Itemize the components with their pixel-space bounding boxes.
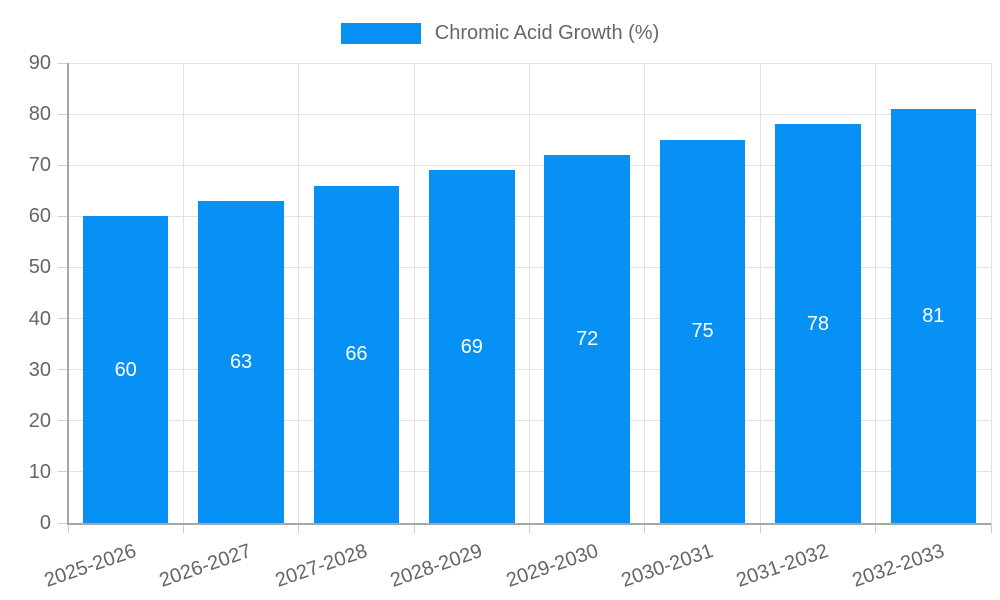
x-gridline — [875, 63, 877, 523]
y-axis-tick — [58, 164, 68, 166]
y-axis-tick — [58, 113, 68, 115]
bar[interactable] — [313, 185, 400, 523]
y-axis-tick-label: 30 — [28, 358, 51, 381]
y-gridline — [68, 62, 991, 64]
y-axis-tick — [58, 420, 68, 422]
bar[interactable] — [659, 139, 746, 523]
bar[interactable] — [544, 155, 630, 523]
x-axis-tick-label: 2030-2031 — [618, 539, 717, 592]
x-axis-tick — [182, 523, 184, 533]
y-axis-tick — [58, 215, 68, 217]
x-axis-tick — [990, 523, 992, 533]
y-axis-tick-label: 90 — [28, 52, 51, 74]
y-axis-tick — [58, 318, 68, 320]
x-axis-tick — [529, 523, 530, 533]
legend-label: Chromic Acid Growth (%) — [434, 22, 660, 44]
y-axis-tick-label: 70 — [28, 154, 51, 177]
x-axis-tick-label: 2032-2033 — [849, 539, 947, 592]
x-axis-tick-label: 2027-2028 — [272, 539, 370, 592]
bar[interactable] — [429, 170, 515, 523]
x-gridline — [413, 63, 415, 523]
bar[interactable] — [198, 201, 284, 523]
x-gridline — [182, 63, 184, 523]
y-axis-tick-label: 40 — [28, 307, 51, 330]
x-axis-tick — [298, 523, 300, 533]
y-gridline — [68, 113, 991, 115]
x-axis-tick — [759, 523, 761, 533]
y-axis-tick-label: 20 — [28, 409, 51, 432]
y-axis-tick-label: 0 — [39, 512, 51, 534]
y-axis-tick-label: 10 — [28, 460, 51, 483]
y-axis-tick — [58, 471, 68, 473]
legend-swatch-icon — [340, 22, 421, 44]
x-gridline — [759, 63, 761, 523]
x-axis-tick — [875, 523, 877, 533]
x-axis-tick — [67, 523, 69, 533]
y-axis-tick — [58, 266, 68, 268]
x-axis-tick — [413, 523, 415, 533]
y-axis-tick-label: 80 — [28, 103, 51, 126]
x-axis-tick-label: 2028-2029 — [387, 539, 486, 592]
y-axis-tick — [58, 522, 68, 524]
y-axis-tick-label: 60 — [28, 205, 51, 228]
x-axis-tick-label: 2031-2032 — [733, 539, 832, 592]
legend-item[interactable]: Chromic Acid Growth (%) — [0, 21, 1000, 45]
bar[interactable] — [890, 109, 977, 523]
x-axis-tick-label: 2026-2027 — [156, 539, 255, 592]
x-axis-tick — [644, 523, 646, 533]
bar[interactable] — [775, 124, 861, 523]
x-gridline — [298, 63, 300, 523]
x-axis-line — [66, 523, 991, 525]
bar[interactable] — [82, 216, 169, 523]
x-gridline — [529, 63, 530, 523]
y-axis-tick-label: 50 — [28, 256, 51, 279]
y-axis-tick — [58, 369, 68, 371]
x-gridline — [990, 63, 992, 523]
x-axis-tick-label: 2025-2026 — [41, 539, 140, 592]
x-axis-tick-label: 2029-2030 — [503, 539, 601, 592]
y-axis-line — [66, 63, 69, 523]
x-gridline — [644, 63, 646, 523]
y-axis-tick — [58, 62, 68, 64]
